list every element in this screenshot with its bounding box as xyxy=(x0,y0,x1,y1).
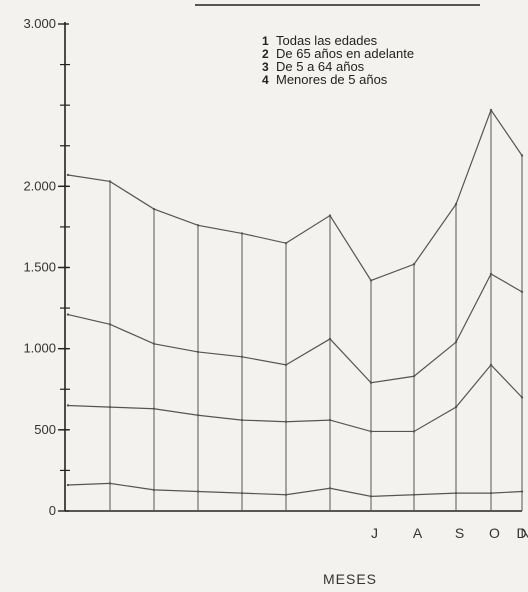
series-4-point xyxy=(152,488,156,492)
series-3-point xyxy=(328,418,332,422)
legend-number: 1 xyxy=(262,34,269,48)
series-1-point xyxy=(152,207,156,211)
series-3-point xyxy=(240,418,244,422)
series-2-point xyxy=(369,381,373,384)
series-3-point xyxy=(489,363,493,367)
y-ticks: 0 500 1.000 1.500 2.000 3.000 xyxy=(23,16,70,518)
series-1-point xyxy=(108,180,112,183)
x-tick-labels: J A S O ND xyxy=(371,525,528,541)
series-1-point xyxy=(240,232,244,235)
series-4-point xyxy=(240,491,244,495)
axes xyxy=(64,22,522,512)
series-2-point xyxy=(454,340,458,344)
x-tick-label: D xyxy=(516,525,527,541)
legend-label: Menores de 5 años xyxy=(276,72,388,87)
series-2-point xyxy=(196,350,200,354)
x-axis-title: MESES xyxy=(323,571,377,587)
series-2-point xyxy=(240,355,244,358)
legend-number: 2 xyxy=(262,47,269,61)
series-2-point xyxy=(520,290,524,294)
series-1-point xyxy=(520,154,524,157)
series-4-point xyxy=(108,482,112,485)
series-4-point xyxy=(412,493,416,496)
series-4-point xyxy=(328,487,332,490)
series-4-point xyxy=(369,495,373,498)
y-tick-label: 1.000 xyxy=(23,341,56,356)
series-3-point xyxy=(152,407,156,410)
series-2-point xyxy=(284,363,288,367)
series-2-point xyxy=(108,323,112,326)
series-group xyxy=(66,108,524,498)
series-3-point xyxy=(412,430,416,433)
series-1-point xyxy=(284,241,288,245)
series-1-point xyxy=(196,224,200,227)
series-3-point xyxy=(66,404,70,407)
series-4-point xyxy=(66,483,70,487)
y-tick-label: 0 xyxy=(49,503,56,518)
series-3-point xyxy=(284,420,288,423)
legend-number: 3 xyxy=(262,60,269,74)
x-tick-label: A xyxy=(413,525,423,541)
legend-label: De 5 a 64 años xyxy=(276,59,365,74)
series-2-point xyxy=(412,375,416,378)
series-3-point xyxy=(520,396,524,399)
series-4-line xyxy=(67,482,523,497)
series-1-point xyxy=(454,202,458,206)
series-4-point xyxy=(196,490,200,493)
series-2-point xyxy=(489,272,493,276)
series-1-line xyxy=(67,108,523,282)
series-1-point xyxy=(369,279,373,282)
series-2-point xyxy=(152,342,156,345)
y-tick-label: 2.000 xyxy=(23,178,56,193)
series-2-point xyxy=(66,313,70,316)
series-4-point xyxy=(520,490,524,493)
series-3-point xyxy=(454,405,458,409)
series-3-line xyxy=(67,363,523,433)
legend: 1 Todas las edades 2 De 65 años en adelante… xyxy=(262,33,414,87)
legend-label: De 65 años en adelante xyxy=(276,46,414,61)
x-tick-label: O xyxy=(489,525,501,541)
month-verticals xyxy=(109,110,523,511)
series-3-point xyxy=(108,405,112,409)
series-1-point xyxy=(489,108,493,112)
x-tick-label: N xyxy=(520,525,528,541)
series-4-point xyxy=(489,491,493,495)
series-4-point xyxy=(454,491,458,495)
y-tick-label: 500 xyxy=(34,422,56,437)
series-2-point xyxy=(328,337,332,341)
series-1-point xyxy=(328,214,332,217)
x-tick-label: J xyxy=(371,525,379,541)
legend-number: 4 xyxy=(262,73,269,87)
series-1-point xyxy=(412,263,416,266)
series-3-point xyxy=(196,414,200,417)
series-1-point xyxy=(66,173,70,177)
series-3-point xyxy=(369,430,373,433)
legend-label: Todas las edades xyxy=(276,33,378,48)
series-4-point xyxy=(284,493,288,496)
x-tick-label: S xyxy=(455,525,465,541)
y-tick-label: 1.500 xyxy=(23,260,56,275)
y-tick-label: 3.000 xyxy=(23,16,56,31)
series-2-line xyxy=(67,273,523,384)
